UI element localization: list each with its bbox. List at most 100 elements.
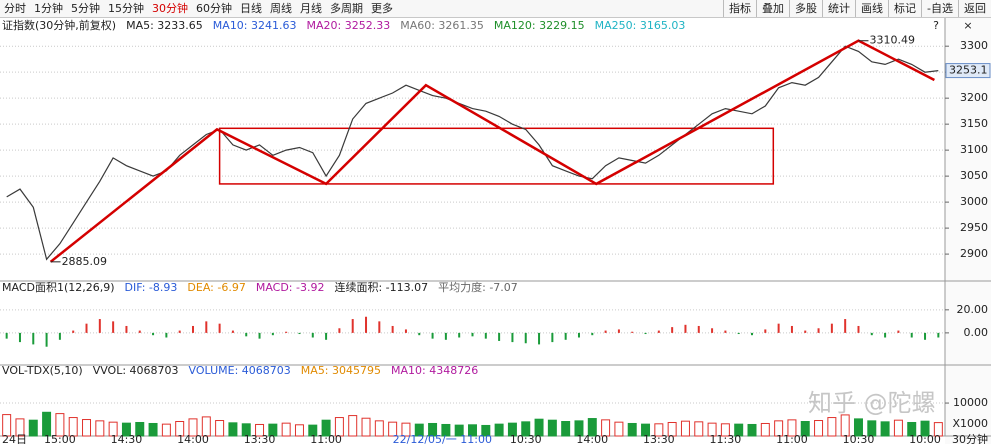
volume-bar [241,423,251,437]
icon: × [963,19,972,32]
volume-bar [827,417,837,437]
tool-button[interactable]: 返回 [958,0,991,17]
x-tick-label: 10:30 [843,433,875,444]
tool-button[interactable]: 统计 [822,0,855,17]
legend-entry: MA5: 3233.65 [126,19,203,32]
x-tick-label: 14:00 [576,433,608,444]
volume-bar [15,418,25,437]
volume-bar [494,423,504,437]
volume-bar [348,415,358,437]
period-tab[interactable]: 30分钟 [152,2,188,15]
icon: ? [933,19,939,32]
x-tick-label: 11:30 [710,433,742,444]
panel-title: 证指数(30分钟,前复权) [2,18,116,32]
tool-button[interactable]: 叠加 [756,0,789,17]
volume-bar [880,421,890,437]
volume-bar [774,420,784,437]
volume-bar [28,419,38,437]
volume-bar [468,424,477,437]
period-tab[interactable]: 周线 [270,2,292,15]
x-tick-label: 22/12/05/一 11:00 [393,433,492,444]
legend-entry: DIF: -8.93 [125,281,178,294]
volume-bar [148,422,158,437]
volume-bar [308,424,318,437]
volume-bar [321,419,331,437]
period-tab[interactable]: 更多 [371,2,393,15]
x-tick-label: 14:30 [111,433,143,444]
volume-bar [747,423,757,437]
tool-button[interactable]: 画线 [855,0,888,17]
period-tab[interactable]: 分时 [4,2,26,15]
x-tick-label: 10:30 [510,433,542,444]
tool-button[interactable]: 标记 [888,0,921,17]
legend-entry: MA60: 3261.35 [400,19,484,32]
volume-bar [428,422,438,437]
last-price-tag [945,63,991,79]
volume-bar [42,411,52,437]
period-tab[interactable]: 日线 [240,2,262,15]
volume-bar [175,421,185,437]
x-tick-label: 11:00 [776,433,808,444]
volume-bar [2,414,12,437]
x-tick-label: 10:00 [909,433,941,444]
panel-title: MACD面积1(12,26,9) [2,281,115,294]
volume-bar [840,414,850,437]
y-tick-label: 3000 [960,195,988,208]
toolbar: 分时 1分钟 5分钟 15分钟 30分钟 60分钟 日线 周线 月线 多周期 更多 指标 叠加 多股 统计画… [0,0,991,18]
volume-bar [95,420,105,437]
period-tab[interactable]: 60分钟 [196,2,232,15]
volume-bar [720,423,730,437]
volume-bar [161,423,171,437]
tool-button[interactable]: 指标 [723,0,756,17]
y-tick-label: 0.00 [964,326,989,339]
y-tick-label: 20.00 [957,303,989,316]
volume-bar [454,424,464,437]
volume-bar [68,417,78,437]
watermark: 知乎 @陀螺 [808,389,936,417]
volume-bar [920,420,930,437]
volume-bar [760,422,770,437]
volume-bar [694,421,704,437]
volume-bar [82,419,92,437]
x-tick-label: 15:00 [44,433,76,444]
volume-bar [121,422,131,437]
period-label: 30分钟 [952,432,988,444]
period-tab[interactable]: 5分钟 [71,2,100,15]
period-tab[interactable]: 多周期 [330,2,363,15]
volume-bar [334,417,344,437]
volume-bar [641,423,651,437]
volume-bar [361,417,371,437]
legend-entry: DEA: -6.97 [187,281,245,294]
volume-bar [654,423,664,437]
volume-bar [814,420,824,437]
volume-bar [907,421,917,437]
legend-entry: MA20: 3252.33 [307,19,391,32]
period-tab[interactable]: 15分钟 [108,2,144,15]
legend-entry: MA120: 3229.15 [494,19,585,32]
volume-bar [800,421,810,437]
volume-bar [414,423,424,437]
volume-bar [680,420,690,437]
volume-bar [893,419,903,437]
volume-bar [521,421,531,437]
x-tick-label: 13:30 [643,433,675,444]
volume-bar [135,421,145,437]
tool-button[interactable]: 多股 [789,0,822,17]
volume-bar [707,422,717,437]
period-tab[interactable]: 月线 [300,2,322,15]
y-tick-label: 3050 [960,169,988,182]
volume-bar [734,423,744,437]
legend-entry: MA250: 3165.03 [595,19,686,32]
volume-bar [601,419,611,437]
tool-button[interactable]: -自选 [921,0,958,17]
volume-bar [188,418,198,437]
volume-bar [108,421,118,437]
volume-bar [667,421,677,437]
period-tab[interactable]: 1分钟 [34,2,63,15]
volume-bar [55,413,65,437]
legend-entry: 平均力度: -7.07 [438,280,518,294]
volume-bar [534,418,544,437]
volume-bar [561,421,571,437]
volume-bar [228,422,238,437]
